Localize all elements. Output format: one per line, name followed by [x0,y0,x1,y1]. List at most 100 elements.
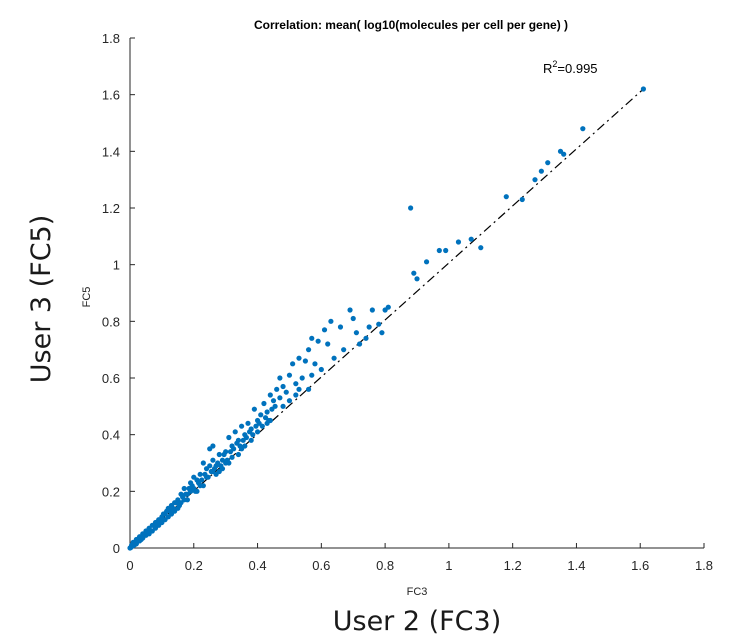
data-point [264,420,270,426]
data-point [408,205,414,211]
data-point [219,466,226,472]
data-point [337,324,344,330]
data-point [315,338,321,344]
data-point [229,454,235,460]
data-point [226,460,232,466]
data-point [226,434,232,441]
data-point [277,395,283,401]
data-point [232,429,238,435]
data-point [248,437,254,443]
data-point [376,321,382,327]
x-tick-label: 0.8 [376,558,394,573]
y-axis-label: FC5 [81,287,93,308]
data-point [296,355,302,361]
data-point [170,505,176,511]
data-point [286,398,293,404]
outer-y-label: User 3 (FC5) [26,215,57,384]
data-point [199,477,205,483]
data-point [280,403,286,409]
data-point [321,327,328,333]
data-point [312,361,318,367]
data-point [274,386,280,392]
data-point [203,466,210,472]
data-point [127,545,133,551]
fit-line-group [129,88,644,549]
data-point [468,236,474,242]
data-point [216,451,222,458]
data-point [423,259,430,265]
data-point [414,276,420,282]
y-tick-label: 0 [113,541,120,556]
data-point [325,341,331,347]
data-point [299,375,305,381]
data-point [210,443,216,449]
data-point [293,392,299,398]
data-point [191,474,197,480]
data-point [532,177,538,183]
data-point [353,330,360,336]
data-point [290,361,296,367]
data-point [538,168,544,174]
data-point [318,366,324,373]
x-tick-label: 1.8 [695,558,713,573]
r-squared-value: =0.995 [557,61,597,76]
x-tick-label: 0.2 [185,558,203,573]
data-point [197,471,203,477]
data-point [277,375,283,381]
data-point [245,420,251,426]
data-point [331,355,337,361]
x-tick-label: 0.6 [312,558,330,573]
data-point [239,423,245,429]
data-point [379,330,385,336]
data-point [242,443,248,449]
x-tick-label: 0.4 [249,558,267,573]
data-point [264,409,270,415]
x-tick-label: 0 [126,558,133,573]
data-point [211,466,218,472]
data-point [283,389,289,395]
y-tick-label: 0.4 [102,428,120,443]
data-point [243,434,249,441]
y-tick-label: 0.8 [102,314,120,329]
data-point [189,483,195,489]
data-point [181,485,187,492]
data-point [280,383,286,390]
data-point [138,536,144,543]
data-point [286,372,293,378]
data-point [183,491,189,497]
data-point [148,528,154,534]
data-point [176,502,183,509]
data-point [545,160,551,166]
data-point [357,341,363,347]
x-axis-label: FC3 [407,586,428,598]
data-point [305,386,312,392]
data-point [302,358,308,364]
data-point [157,517,163,523]
data-point [309,335,315,341]
data-point [443,247,449,254]
chart-title: Correlation: mean( log10(molecules per c… [254,18,568,32]
x-tick-label: 1.6 [631,558,649,573]
data-point [200,483,206,489]
data-point [250,432,256,438]
data-point [200,460,206,466]
data-point [350,315,356,322]
data-point [293,381,299,387]
data-point [254,429,261,435]
data-point [296,386,302,392]
data-point [347,307,353,313]
data-point [210,457,216,463]
data-point [580,126,586,132]
data-point [436,247,442,254]
data-point [258,412,264,418]
y-tick-label: 1.6 [102,88,120,103]
data-point [309,372,315,378]
data-point [259,423,265,429]
data-point [213,471,219,477]
data-point [231,446,237,452]
data-point [411,270,417,276]
data-point [557,148,564,154]
plot-axes: 0 0.2 0.4 0.6 0.8 1 1.2 1.4 1.6 1.8 0 0.2 0.4 0.6 0.8 1… [102,31,713,573]
x-tick-label: 1.4 [567,558,585,573]
